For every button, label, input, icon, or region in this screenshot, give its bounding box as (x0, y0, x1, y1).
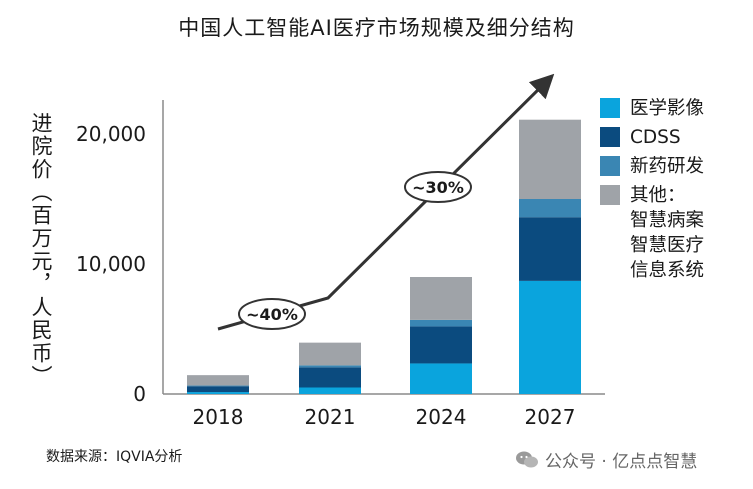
legend-item: 医学影像 (600, 96, 704, 121)
growth-trend-arrow (217, 73, 555, 331)
bar-segment-2024-1 (410, 326, 472, 364)
x-tick-label: 2021 (305, 405, 356, 429)
legend-item: 新药研发 (600, 154, 704, 179)
legend-item: 其他： 智慧病案 智慧医疗 信息系统 (600, 183, 704, 283)
legend: 医学影像 CDSS 新药研发其他： 智慧病案 智慧医疗 信息系统 (600, 96, 704, 287)
bar-segment-2018-0 (187, 392, 249, 394)
bar-segment-2018-2 (187, 385, 249, 387)
bar-segment-2021-1 (299, 367, 361, 388)
legend-label: 新药研发 (630, 156, 705, 177)
bar-segment-2024-3 (410, 277, 472, 320)
bar-segment-2027-2 (519, 199, 581, 218)
x-tick-label: 2024 (416, 405, 467, 429)
bar-segment-2021-3 (299, 342, 361, 366)
bar-segment-2021-0 (299, 387, 361, 394)
wechat-icon (516, 451, 538, 467)
y-tick-label: 0 (133, 382, 146, 406)
legend-swatch (600, 98, 620, 118)
legend-label: 其他： 智慧病案 智慧医疗 信息系统 (630, 185, 705, 281)
bar-segment-2018-3 (187, 375, 249, 386)
cagr-bubble (404, 171, 472, 203)
legend-swatch (600, 156, 620, 176)
source-note: 数据来源：IQVIA分析 (46, 449, 183, 465)
cagr-label: ~40% (246, 305, 298, 324)
bar-segment-2027-3 (519, 119, 581, 199)
bar-segment-2027-0 (519, 280, 581, 394)
x-tick-label: 2018 (193, 405, 244, 429)
legend-swatch (600, 185, 620, 205)
x-tick-label: 2027 (525, 405, 576, 429)
legend-label: CDSS (630, 127, 681, 148)
bar-segment-2018-1 (187, 386, 249, 393)
chart-title: 中国人工智能AI医疗市场规模及细分结构 (178, 16, 575, 40)
bar-segment-2027-1 (519, 217, 581, 281)
y-tick-label: 20,000 (76, 122, 146, 146)
legend-label: 医学影像 (630, 98, 705, 119)
legend-swatch (600, 127, 620, 147)
cagr-label: ~30% (412, 178, 464, 197)
cagr-bubble (238, 298, 306, 330)
bar-segment-2021-2 (299, 365, 361, 368)
legend-item: CDSS (600, 125, 704, 150)
y-axis-label: 进院价（百万元，人民币） (29, 112, 53, 388)
watermark: 公众号 · 亿点点智慧 (515, 447, 697, 472)
watermark-text: 公众号 · 亿点点智慧 (545, 452, 698, 472)
y-tick-label: 10,000 (76, 252, 146, 276)
bar-segment-2024-0 (410, 363, 472, 394)
bar-segment-2024-2 (410, 319, 472, 327)
